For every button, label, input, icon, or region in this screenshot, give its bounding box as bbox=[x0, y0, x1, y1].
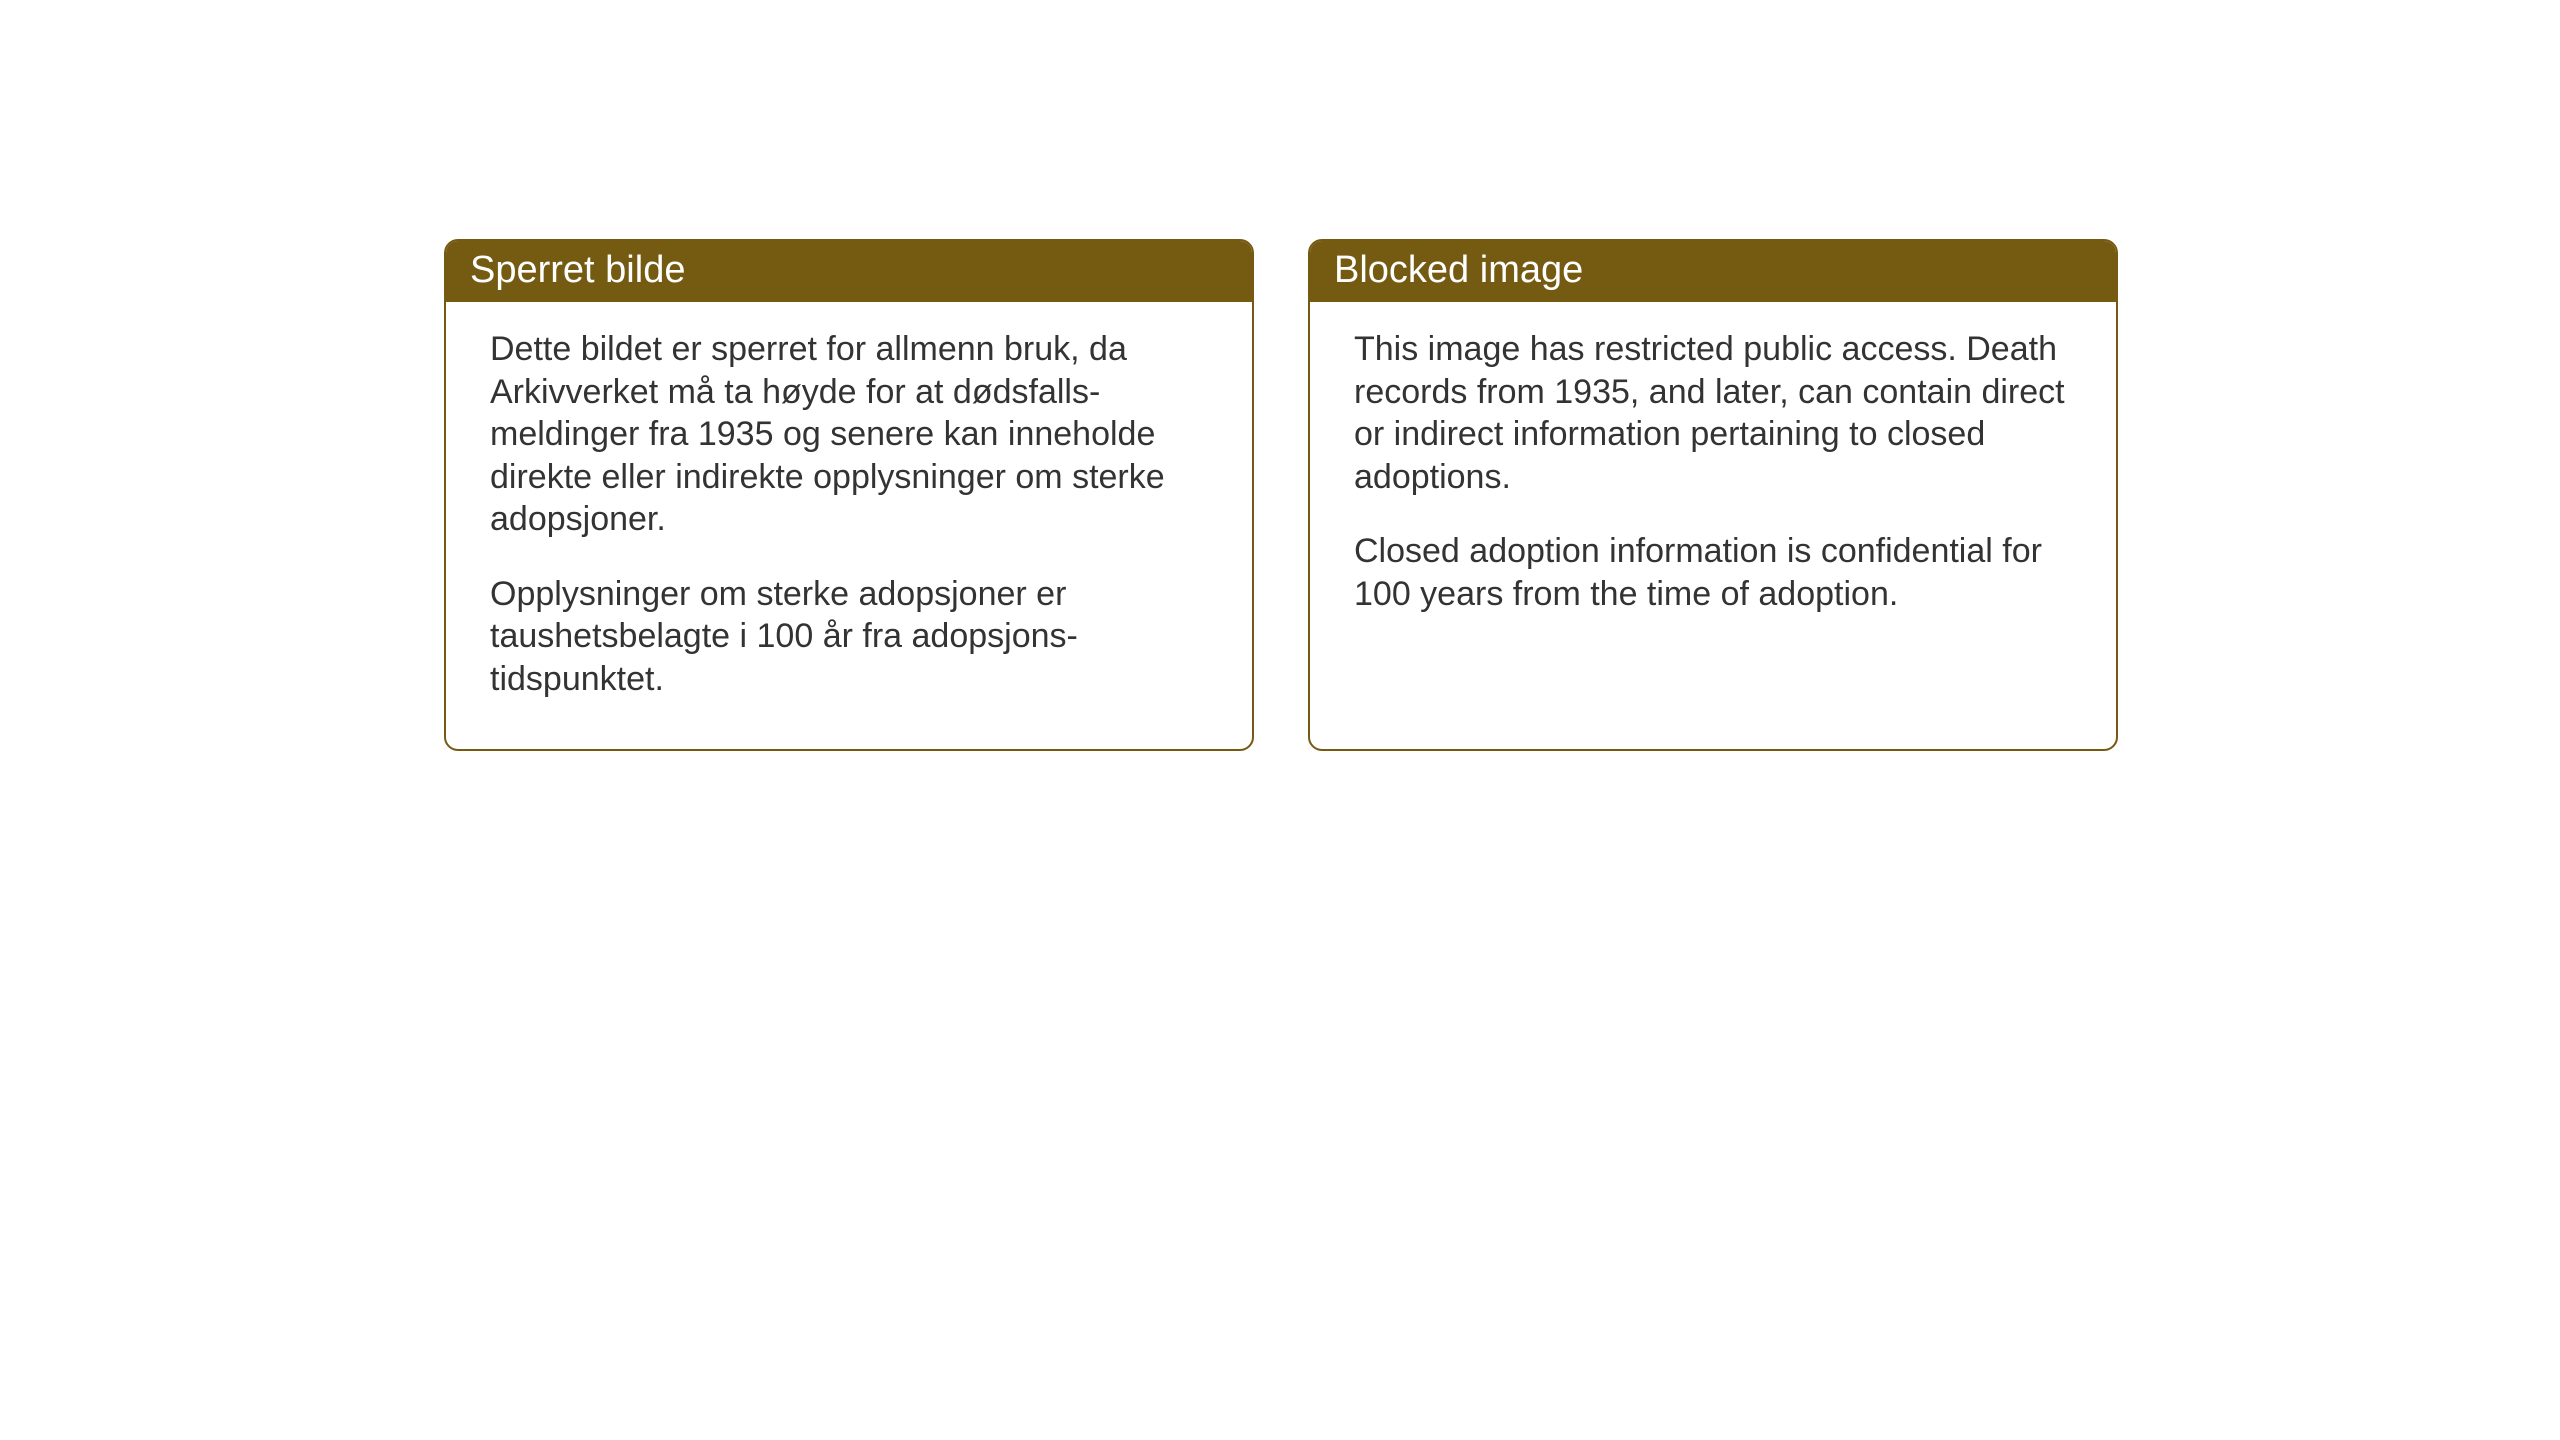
card-english-paragraph-1: This image has restricted public access.… bbox=[1354, 328, 2072, 498]
card-english-header: Blocked image bbox=[1310, 241, 2116, 302]
card-norwegian-paragraph-2: Opplysninger om sterke adopsjoner er tau… bbox=[490, 573, 1208, 701]
card-english-body: This image has restricted public access.… bbox=[1310, 302, 2116, 649]
card-norwegian-header: Sperret bilde bbox=[446, 241, 1252, 302]
card-english: Blocked image This image has restricted … bbox=[1308, 239, 2118, 751]
card-norwegian-paragraph-1: Dette bildet er sperret for allmenn bruk… bbox=[490, 328, 1208, 541]
card-norwegian-body: Dette bildet er sperret for allmenn bruk… bbox=[446, 302, 1252, 734]
cards-container: Sperret bilde Dette bildet er sperret fo… bbox=[444, 239, 2118, 751]
card-english-paragraph-2: Closed adoption information is confident… bbox=[1354, 530, 2072, 615]
card-norwegian: Sperret bilde Dette bildet er sperret fo… bbox=[444, 239, 1254, 751]
